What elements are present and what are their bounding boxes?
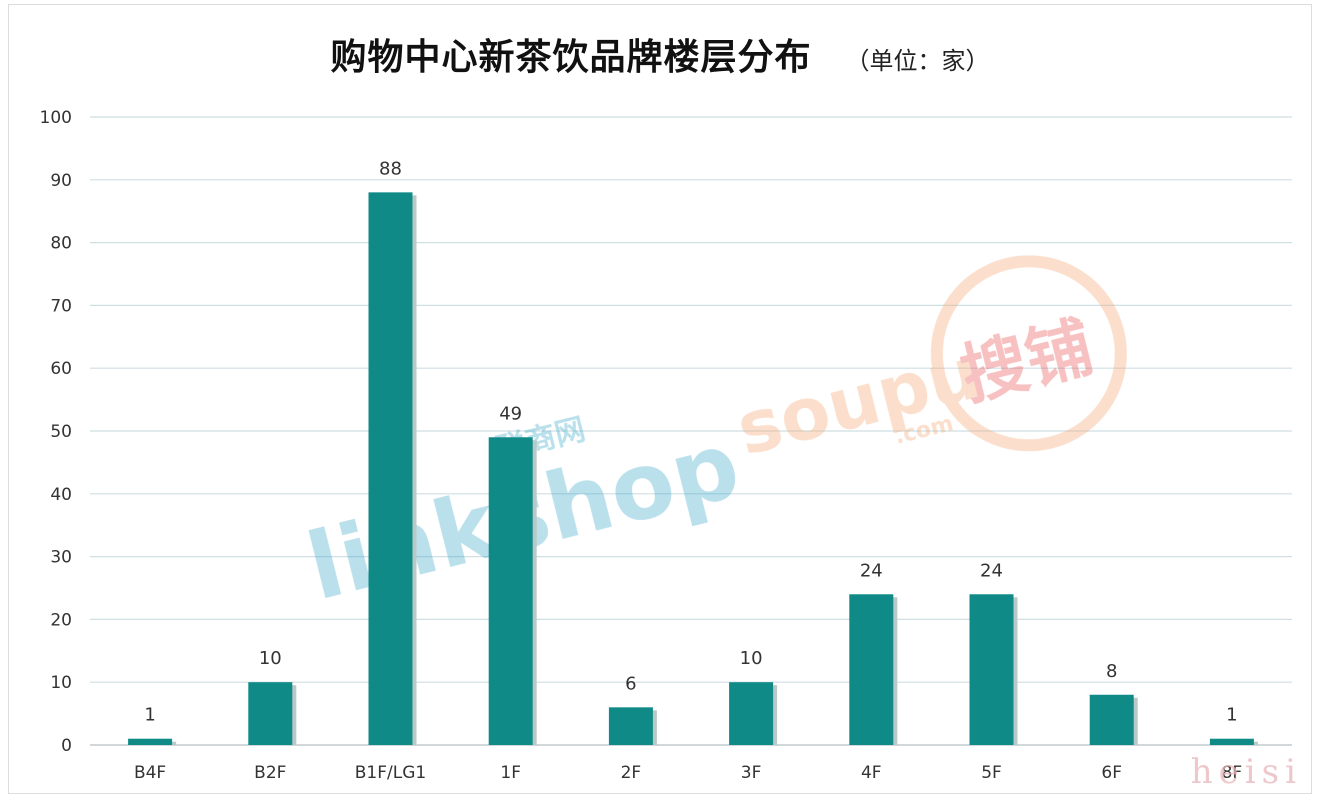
data-label: 10 (740, 648, 763, 669)
x-tick-label: 1F (500, 763, 521, 783)
data-label: 8 (1106, 661, 1117, 682)
y-tick-label: 100 (40, 108, 72, 128)
chart-title: 购物中心新茶饮品牌楼层分布 (330, 37, 812, 78)
bar-4f (849, 594, 894, 745)
soupu-watermark: soupu 搜铺 .com (729, 255, 1127, 471)
y-axis-labels: 0 10 20 30 40 50 60 70 80 90 100 (40, 108, 72, 756)
x-tick-label: B1F/LG1 (355, 763, 426, 783)
y-tick-label: 50 (50, 422, 72, 442)
data-label: 1 (1226, 705, 1237, 726)
y-tick-label: 70 (50, 296, 72, 316)
x-tick-label: 3F (741, 763, 762, 783)
bar-b1f-lg1 (368, 192, 413, 746)
x-tick-label: 8F (1222, 763, 1243, 783)
y-tick-label: 40 (50, 485, 72, 505)
x-tick-label: B2F (254, 763, 286, 783)
bar-3f (729, 682, 774, 745)
x-tick-label: 6F (1101, 763, 1122, 783)
y-tick-label: 80 (50, 234, 72, 254)
bar-5f (969, 594, 1014, 745)
x-axis-labels: B4F B2F B1F/LG1 1F 2F 3F 4F 5F 6F 8F (134, 763, 1242, 783)
x-tick-label: 4F (861, 763, 882, 783)
bar-6f (1089, 694, 1134, 745)
chart-frame (8, 4, 1312, 794)
bar-8f (1209, 738, 1254, 745)
gridlines (90, 116, 1292, 683)
data-label: 6 (625, 673, 636, 694)
chart-header: 购物中心新茶饮品牌楼层分布 （单位：家） (0, 28, 1320, 80)
y-tick-label: 30 (50, 548, 72, 568)
magnifier-icon (930, 255, 1127, 452)
y-tick-label: 90 (50, 171, 72, 191)
bar-1f (488, 437, 533, 745)
data-label: 49 (499, 403, 522, 424)
y-tick-label: 60 (50, 359, 72, 379)
data-label: 24 (860, 560, 883, 581)
data-label: 1 (144, 705, 155, 726)
corner-watermark: heisi (1190, 752, 1302, 792)
data-label: 24 (980, 560, 1003, 581)
x-tick-label: 2F (621, 763, 642, 783)
bar-b4f (128, 738, 173, 745)
bar-2f (608, 707, 653, 745)
data-labels: 1 10 88 49 6 10 24 24 8 1 (144, 158, 1237, 725)
y-tick-label: 0 (61, 736, 72, 756)
bar-b2f (248, 682, 293, 745)
x-tick-label: 5F (981, 763, 1002, 783)
x-tick-label: B4F (134, 763, 166, 783)
y-tick-label: 10 (50, 673, 72, 693)
data-label: 88 (379, 158, 402, 179)
y-tick-label: 20 (50, 610, 72, 630)
chart-unit: （单位：家） (845, 47, 990, 75)
data-label: 10 (259, 648, 282, 669)
soupu-watermark-cn: 搜铺 (953, 308, 1100, 415)
bars (128, 192, 1258, 746)
